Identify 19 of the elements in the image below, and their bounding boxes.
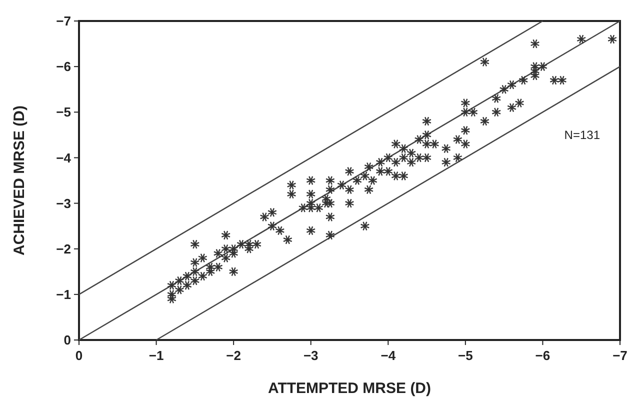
y-axis-title: ACHIEVED MRSE (D) bbox=[11, 105, 28, 256]
y-tick-label: −6 bbox=[56, 59, 71, 74]
y-tick-label: 0 bbox=[64, 332, 71, 348]
x-tick-label: −7 bbox=[612, 348, 628, 363]
x-tick-label: −2 bbox=[226, 348, 241, 363]
x-tick-label: 0 bbox=[75, 348, 83, 363]
x-tick-label: −1 bbox=[148, 348, 164, 363]
x-tick-label: −3 bbox=[303, 348, 318, 363]
x-tick-label: −6 bbox=[535, 348, 550, 363]
annotation: N=131 bbox=[564, 128, 600, 142]
y-tick-label: −4 bbox=[56, 150, 72, 166]
x-axis-title: ATTEMPTED MRSE (D) bbox=[268, 380, 432, 397]
x-tick-label: −5 bbox=[458, 348, 473, 363]
y-tick-label: −7 bbox=[56, 14, 71, 29]
x-tick-label: −4 bbox=[380, 348, 396, 363]
y-tick-label: −2 bbox=[56, 241, 71, 256]
y-tick-label: −1 bbox=[56, 286, 71, 302]
y-tick-label: −3 bbox=[56, 196, 71, 211]
y-tick-label: −5 bbox=[56, 104, 71, 120]
